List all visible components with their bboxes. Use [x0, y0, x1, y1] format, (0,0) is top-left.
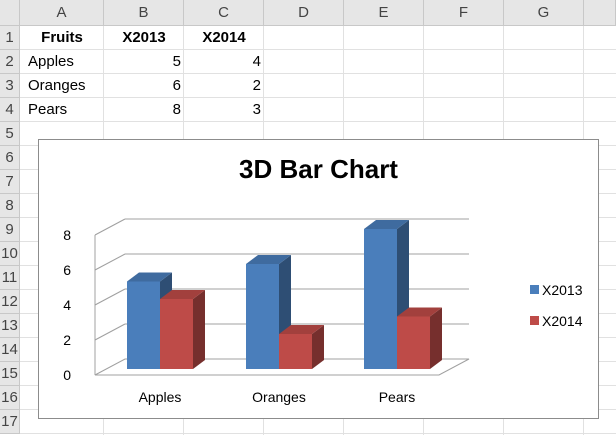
bar-x2014-oranges	[279, 325, 324, 369]
row-header-11[interactable]: 11	[0, 266, 20, 290]
column-header-B[interactable]: B	[104, 0, 184, 26]
bar-front	[279, 334, 312, 369]
bar-front	[397, 316, 430, 369]
bar-front	[246, 264, 279, 369]
bar-top	[160, 290, 205, 299]
row-header-16[interactable]: 16	[0, 386, 20, 410]
row-header-5[interactable]: 5	[0, 122, 20, 146]
chart-plot[interactable]: 0 2 4 6 8 Apples Oranges Pears X2013 X2014	[39, 140, 600, 420]
bar-front	[364, 229, 397, 369]
legend-swatch-x2013	[530, 285, 539, 294]
cell-A3[interactable]: Oranges	[28, 77, 86, 94]
column-header-F[interactable]: F	[424, 0, 504, 26]
cell-C1[interactable]: X2014	[202, 29, 246, 46]
gridline-diagonal	[94, 323, 126, 341]
row-header-4[interactable]: 4	[0, 98, 20, 122]
gridline-diagonal	[94, 253, 126, 271]
select-all-corner[interactable]	[0, 0, 20, 26]
cell-C4[interactable]: 3	[252, 101, 261, 118]
cell-A4[interactable]: Pears	[28, 101, 68, 118]
column-header-partial[interactable]	[584, 0, 616, 26]
bar-side	[193, 290, 205, 369]
column-header-A[interactable]: A	[20, 0, 104, 26]
row-header-17[interactable]: 17	[0, 410, 20, 434]
row-header-2[interactable]: 2	[0, 50, 20, 74]
y-tick-label: 8	[63, 227, 71, 243]
chart-object[interactable]: 3D Bar Chart 0 2 4 6 8 Apples Oranges Pears X201…	[38, 139, 599, 419]
legend-label-x2014: X2014	[542, 313, 583, 329]
bar-side	[312, 325, 324, 369]
bar-top	[397, 307, 442, 317]
cell-B4[interactable]: 8	[172, 101, 181, 118]
bar-front	[127, 281, 160, 369]
bar-x2013-pears	[364, 220, 409, 369]
bar-front	[160, 299, 193, 369]
bar-top	[279, 325, 324, 334]
bar-x2014-apples	[160, 290, 205, 369]
x-tick-label: Oranges	[252, 389, 306, 405]
column-header-C[interactable]: C	[184, 0, 264, 26]
bar-side	[430, 307, 442, 369]
cell-B3[interactable]: 6	[172, 77, 181, 94]
row-header-7[interactable]: 7	[0, 170, 20, 194]
grid-line-horizontal	[20, 433, 616, 434]
row-header-13[interactable]: 13	[0, 314, 20, 338]
cell-B1[interactable]: X2013	[122, 29, 166, 46]
x-tick-label: Apples	[139, 389, 182, 405]
chart-title[interactable]: 3D Bar Chart	[239, 154, 398, 184]
grid-line-horizontal	[20, 97, 616, 98]
row-header-9[interactable]: 9	[0, 218, 20, 242]
cell-A1[interactable]: Fruits	[41, 29, 83, 46]
row-header-10[interactable]: 10	[0, 242, 20, 266]
y-tick-label: 2	[63, 332, 71, 348]
gridline-diagonal	[94, 218, 126, 236]
column-header-E[interactable]: E	[344, 0, 424, 26]
cell-A2[interactable]: Apples	[28, 53, 74, 70]
row-header-14[interactable]: 14	[0, 338, 20, 362]
cell-C3[interactable]: 2	[252, 77, 261, 94]
x-tick-label: Pears	[379, 389, 416, 405]
y-tick-label: 4	[63, 297, 71, 313]
y-tick-label: 6	[63, 262, 71, 278]
y-tick-label: 0	[63, 367, 71, 383]
bar-top	[364, 220, 409, 229]
bar-x2014-pears	[397, 307, 442, 369]
grid-line-horizontal	[20, 73, 616, 74]
row-header-8[interactable]: 8	[0, 194, 20, 218]
column-header-D[interactable]: D	[264, 0, 344, 26]
cell-C2[interactable]: 4	[252, 53, 261, 70]
bar-top	[127, 272, 172, 282]
legend-swatch-x2014	[530, 316, 539, 325]
gridline-diagonal	[94, 288, 126, 306]
row-header-1[interactable]: 1	[0, 26, 20, 50]
grid-line-horizontal	[20, 121, 616, 122]
row-header-12[interactable]: 12	[0, 290, 20, 314]
column-header-G[interactable]: G	[504, 0, 584, 26]
row-header-6[interactable]: 6	[0, 146, 20, 170]
grid-line-horizontal	[20, 49, 616, 50]
row-header-15[interactable]: 15	[0, 362, 20, 386]
bar-top	[246, 255, 291, 264]
legend-label-x2013: X2013	[542, 282, 583, 298]
row-header-3[interactable]: 3	[0, 74, 20, 98]
cell-B2[interactable]: 5	[172, 53, 181, 70]
